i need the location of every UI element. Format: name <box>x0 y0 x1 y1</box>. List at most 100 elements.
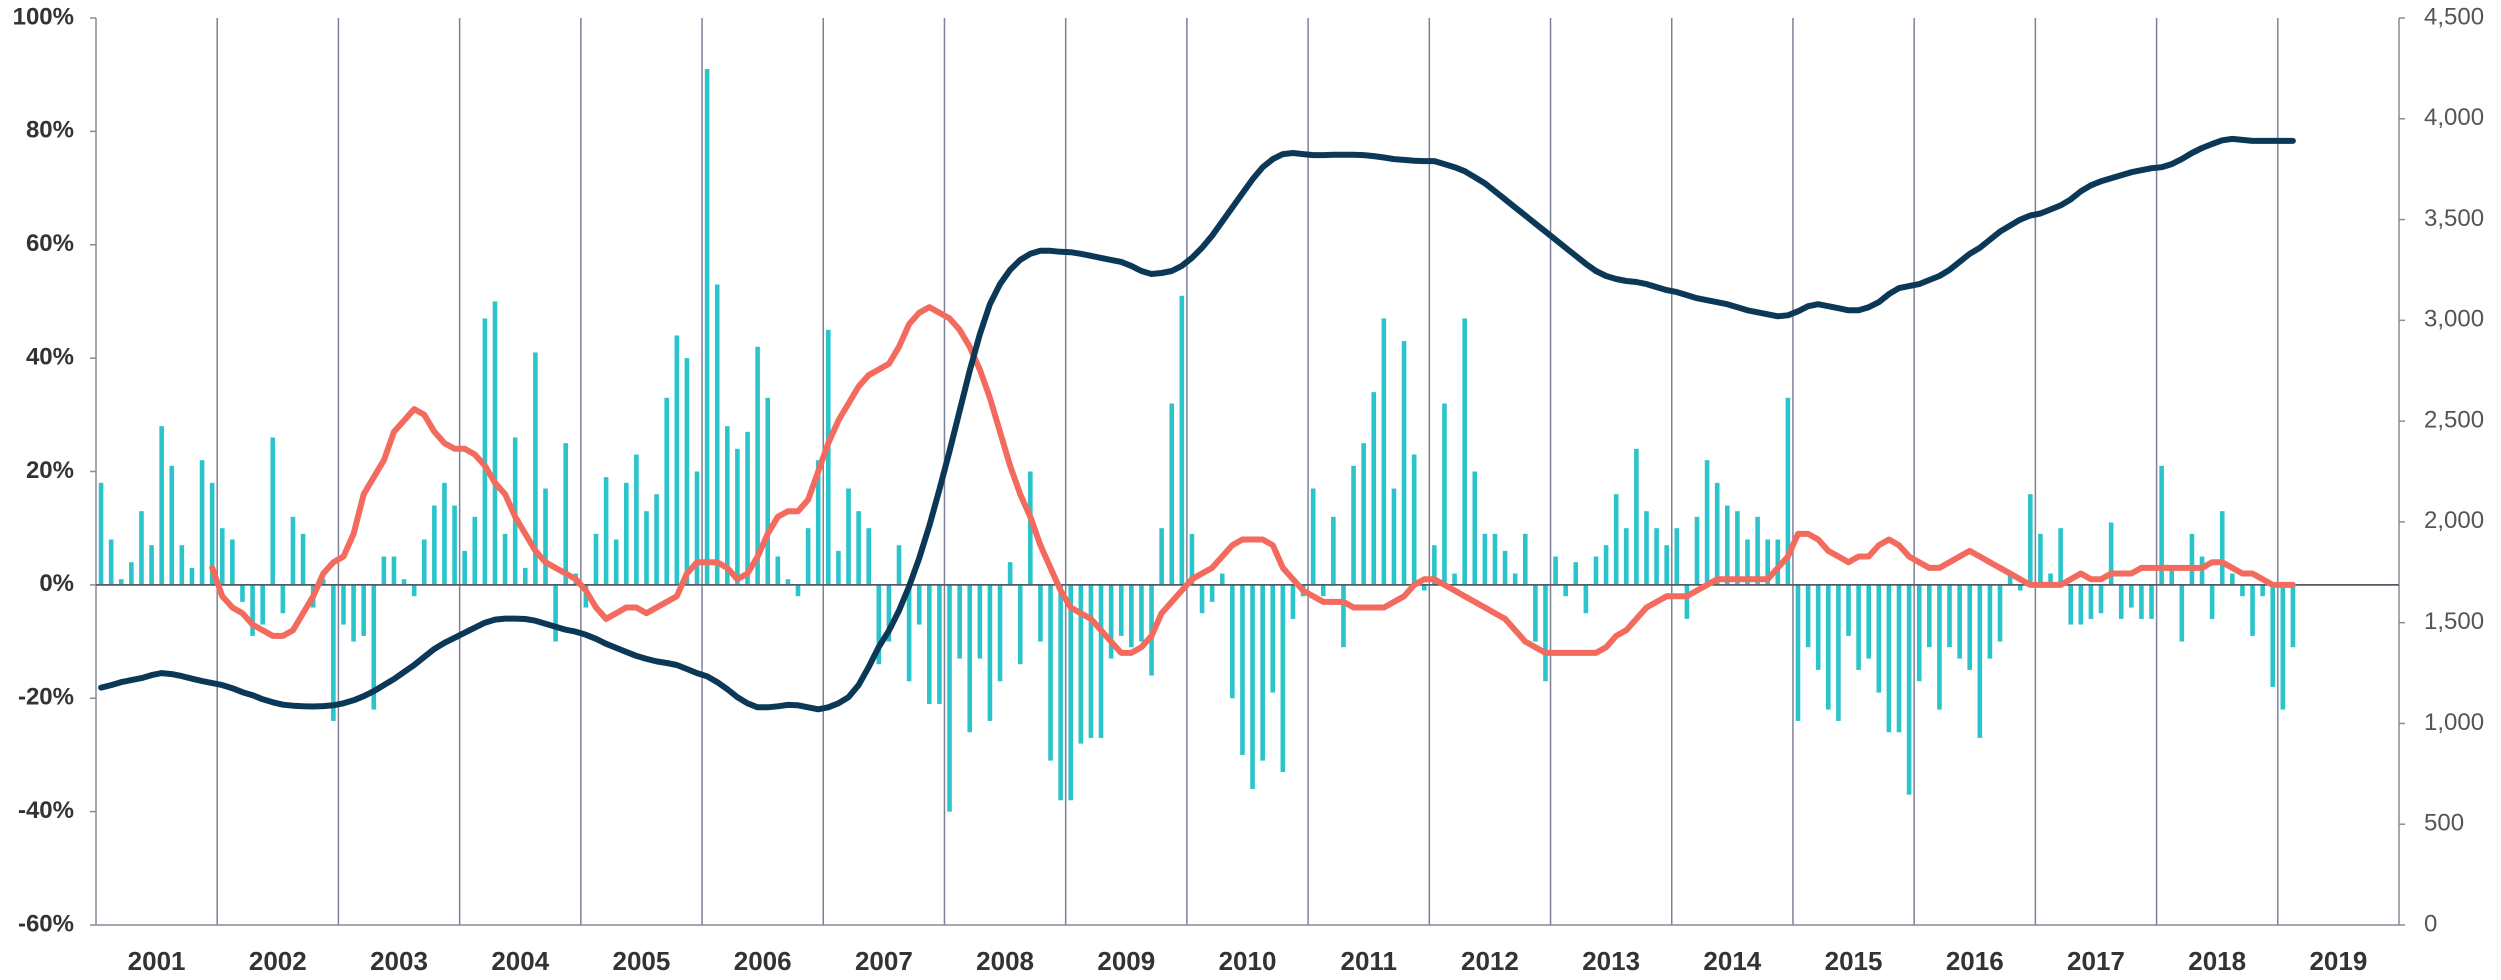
x-tick-label: 2013 <box>1582 946 1640 976</box>
bar <box>987 584 993 721</box>
y-tick-label: 20% <box>26 457 74 484</box>
x-tick-label: 2006 <box>734 946 792 976</box>
bar <box>1492 533 1498 585</box>
y2-tick-label: 3,000 <box>2424 306 2484 333</box>
bar <box>1553 556 1558 585</box>
x-tick-label: 2014 <box>1703 946 1761 976</box>
bar <box>927 584 932 704</box>
bar <box>2088 584 2094 619</box>
bar <box>2139 584 2144 619</box>
bar <box>714 284 720 585</box>
bar <box>1078 584 1084 744</box>
bar <box>1098 584 1104 738</box>
y2-tick-label: 3,500 <box>2424 205 2484 232</box>
y2-tick-label: 0 <box>2424 910 2437 937</box>
bar <box>1815 584 1821 670</box>
bar <box>149 545 154 585</box>
bar <box>1573 562 1579 585</box>
bar <box>199 460 205 585</box>
bar <box>1472 471 1478 585</box>
bar <box>2017 584 2023 591</box>
bar <box>1937 584 1942 710</box>
bar <box>361 584 366 636</box>
bar <box>2078 584 2084 625</box>
bar <box>270 437 276 585</box>
bar <box>381 556 387 585</box>
bar <box>1048 584 1053 761</box>
bar <box>947 584 952 812</box>
bar <box>906 584 912 682</box>
bar <box>1522 533 1528 585</box>
bar <box>1876 584 1882 693</box>
y2-tick-label: 1,000 <box>2424 709 2484 736</box>
bar <box>1199 584 1205 614</box>
bar <box>1947 584 1952 648</box>
bar <box>1694 516 1700 585</box>
bar <box>1462 318 1467 585</box>
bar <box>644 511 649 585</box>
bar <box>1805 584 1811 648</box>
bar <box>139 511 144 585</box>
bar <box>765 397 771 585</box>
bar <box>684 358 690 585</box>
bar <box>2007 573 2013 585</box>
bar <box>1634 448 1639 585</box>
bar <box>442 482 447 585</box>
bar <box>1997 584 2003 642</box>
x-tick-label: 2009 <box>1097 946 1155 976</box>
y-tick-label: 0% <box>39 570 74 597</box>
bar <box>1896 584 1902 733</box>
bar <box>1583 584 1589 614</box>
bar <box>1795 584 1801 721</box>
bar <box>704 69 710 585</box>
bar <box>1785 397 1791 585</box>
bar <box>1371 392 1377 585</box>
bar <box>603 477 609 585</box>
bar <box>1765 539 1770 585</box>
y-tick-label: -20% <box>18 684 74 711</box>
line <box>98 135 2296 713</box>
bar <box>1977 584 1983 738</box>
bar <box>1886 584 1892 733</box>
bar <box>411 584 417 597</box>
bar <box>472 516 478 585</box>
bar <box>2098 584 2104 614</box>
bar <box>735 448 740 585</box>
bar <box>896 545 902 585</box>
bar <box>189 567 195 585</box>
bar <box>1916 584 1922 682</box>
bar <box>2290 584 2296 648</box>
bar <box>1391 488 1397 585</box>
bar <box>331 584 336 721</box>
bar <box>1623 528 1629 585</box>
bar <box>1118 584 1124 636</box>
bar <box>98 482 104 585</box>
bar <box>2219 511 2225 585</box>
bar <box>1411 454 1417 585</box>
bar <box>916 584 922 625</box>
bar <box>522 567 528 585</box>
y-tick-label: -60% <box>18 910 74 937</box>
x-tick-label: 2008 <box>976 946 1034 976</box>
bar <box>1159 528 1164 585</box>
bar <box>846 488 851 585</box>
bar <box>209 482 215 585</box>
bar <box>260 584 265 625</box>
bar <box>240 584 245 602</box>
bar <box>593 533 599 585</box>
bar <box>1351 465 1356 585</box>
bar <box>1108 584 1114 659</box>
bar <box>957 584 962 659</box>
bar <box>250 584 255 636</box>
bar <box>219 528 225 585</box>
bar <box>543 488 548 585</box>
bar <box>1704 460 1710 585</box>
bar <box>1755 516 1760 585</box>
bar <box>1906 584 1912 795</box>
bar <box>2189 533 2195 585</box>
bar <box>805 528 811 585</box>
bar <box>2108 522 2114 585</box>
bar <box>2149 584 2154 619</box>
bar <box>2250 584 2255 636</box>
